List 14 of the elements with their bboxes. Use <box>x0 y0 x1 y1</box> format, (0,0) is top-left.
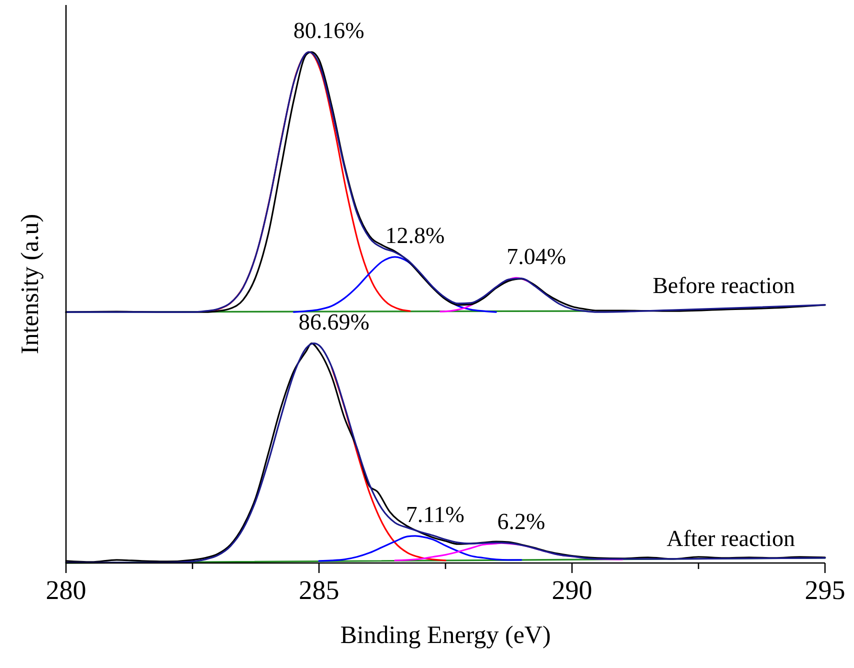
annotation: 7.11% <box>406 502 464 527</box>
annotation: 80.16% <box>293 18 364 43</box>
annotation: 7.04% <box>506 244 566 269</box>
x-tick-label: 295 <box>804 575 846 605</box>
x-axis-title: Binding Energy (eV) <box>340 622 551 649</box>
x-tick-label: 280 <box>46 575 86 605</box>
annotation: 12.8% <box>385 222 445 248</box>
annotation: Before reaction <box>652 272 796 298</box>
y-axis-title: Intensity (a.u) <box>17 214 44 354</box>
annotation: 86.69% <box>298 309 370 334</box>
annotation: After reaction <box>666 526 796 551</box>
x-tick-label: 290 <box>552 575 592 605</box>
x-tick-label: 285 <box>298 575 340 605</box>
annotation: 6.2% <box>497 509 546 534</box>
